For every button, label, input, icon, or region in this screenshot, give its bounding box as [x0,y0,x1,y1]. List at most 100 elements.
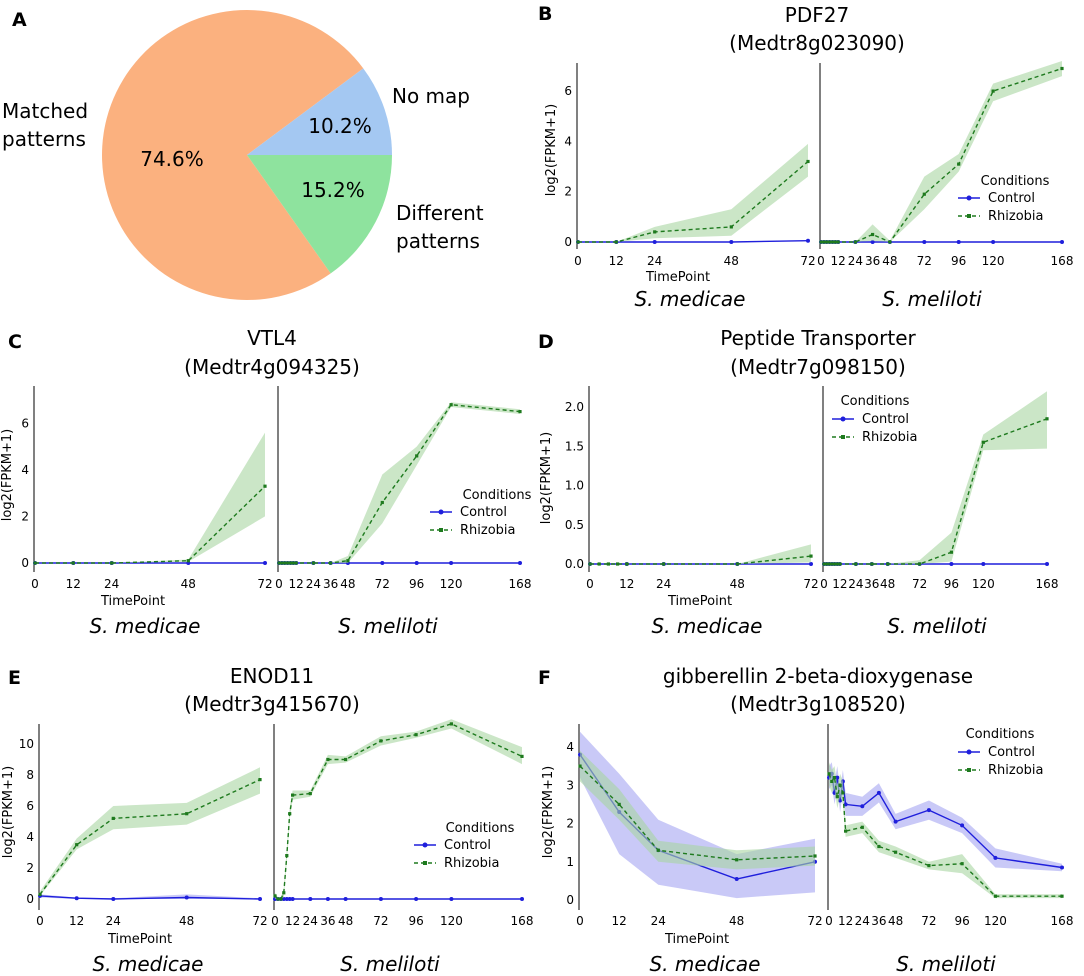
point-f-right-rhizobia-7 [860,825,864,829]
pie-chart [102,9,392,300]
pie-slice-different [247,155,392,274]
legend-d-rhizobia-marker [841,435,845,439]
panel-letter-a: A [12,9,27,31]
ytick-f-2: 2 [566,817,574,831]
legend-d-rhizobia-label: Rhizobia [862,430,918,445]
ytick-e-1: 2 [26,861,34,875]
point-e-left-rhizobia-0 [38,892,42,896]
legend-c-rhizobia-label: Rhizobia [460,523,516,538]
point-c-left-rhizobia-0 [33,561,37,565]
ytick-d-1: 0.5 [565,518,584,532]
point-e-right-rhizobia-0 [273,894,277,898]
xtick-c-right-3: 36 [323,577,338,591]
subplot-f-right: 0 12 24 36 48 72 96 120 168 [825,724,1073,928]
band-b-right-rhizobia [821,61,1062,242]
ytick-e-3: 6 [26,799,34,813]
line-e-right-rhizobia [274,723,523,900]
ytick-f-4: 4 [566,740,574,754]
xtick-b-left-3: 48 [724,254,739,268]
point-d-right-rhizobia-2 [827,562,831,566]
subplot-e-right: 0 12 24 36 48 72 96 120 168 [271,719,533,928]
xtick-f-right-3: 36 [871,914,886,928]
point-b-right-rhizobia-6 [836,240,840,244]
point-c-left-rhizobia-2 [110,561,114,565]
panel-d: D Peptide Transporter (Medtr7g098150) 0.… [538,326,1058,638]
point-c-right-control-11 [414,561,419,565]
line-d-right-rhizobia [824,418,1048,565]
point-c-left-rhizobia-1 [71,561,75,565]
point-c-right-rhizobia-6 [294,561,298,565]
xtick-d-left-0: 0 [586,577,594,591]
ytick-b-0: 0 [564,235,572,249]
xtick-e-right-1: 12 [285,914,300,928]
subplot-d-left: 0 12 24 48 72 [586,386,819,591]
xtick-e-right-2: 24 [303,914,318,928]
point-e-right-rhizobia-10 [379,739,383,743]
point-c-right-rhizobia-7 [311,561,315,565]
point-f-left-rhizobia-0 [578,764,582,768]
point-c-left-control-4 [263,561,267,565]
legend-c-control-marker [438,509,444,515]
band-e-left-rhizobia [40,767,260,896]
title-f-1: gibberellin 2-beta-dioxygenase [663,664,973,688]
xtick-f-right-4: 48 [888,914,903,928]
title-d-1: Peptide Transporter [720,326,916,350]
species-b-right: S. meliloti [882,287,982,311]
point-b-left-control-4 [806,238,810,243]
xtick-c-right-7: 120 [440,577,463,591]
xtick-f-left-0: 0 [576,914,584,928]
legend-e-title: Conditions [446,821,515,836]
xtick-b-right-2: 24 [848,254,863,268]
point-b-right-rhizobia-10 [922,192,926,196]
xtick-f-right-5: 72 [921,914,936,928]
point-e-left-control-3 [184,895,189,900]
ytick-c-3: 6 [21,416,29,430]
point-e-right-rhizobia-4 [285,854,289,858]
band-f-right-rhizobia [829,762,1062,899]
xlabel-b: TimePoint [645,270,710,285]
xtick-e-left-4: 72 [252,914,267,928]
species-b-left: S. medicae [634,287,745,311]
line-b-right-rhizobia [821,67,1063,243]
point-d-left-rhizobia-0 [588,562,592,566]
legend-f-control-label: Control [988,745,1035,760]
point-b-left-rhizobia-4 [806,159,810,164]
point-f-right-rhizobia-3 [835,795,839,799]
point-d-left-rhizobia-5 [662,562,666,566]
pie-pct-different: 15.2% [301,178,365,202]
xtick-c-left-3: 48 [181,577,196,591]
point-f-right-rhizobia-1 [830,779,834,783]
point-d-right-rhizobia-7 [854,562,858,566]
ytick-f-1: 1 [566,855,574,869]
title-e-2: (Medtr3g415670) [184,692,360,716]
pie-label-different-1: Different [396,201,484,225]
point-f-left-rhizobia-4 [813,854,817,858]
title-c-1: VTL4 [247,326,297,350]
xtick-b-left-1: 12 [609,254,624,268]
point-d-right-rhizobia-11 [949,550,953,554]
point-f-right-control-8 [876,790,881,795]
legend-d-control-marker [840,416,846,422]
legend-e-control-marker [422,842,428,848]
xtick-b-right-8: 168 [1051,254,1074,268]
point-b-left-rhizobia-2 [653,230,657,234]
point-d-right-rhizobia-10 [918,562,922,566]
pie-label-different-2: patterns [396,229,480,253]
xtick-d-left-3: 48 [730,577,745,591]
xlabel-f: TimePoint [664,932,729,947]
panel-letter-c: C [8,331,22,353]
xtick-d-right-4: 48 [880,577,895,591]
point-c-left-rhizobia-3 [186,559,190,563]
species-f-left: S. medicae [649,952,760,976]
point-b-left-rhizobia-1 [614,240,618,244]
point-d-right-control-13 [1045,562,1049,566]
point-f-right-control-12 [993,855,998,860]
point-b-right-rhizobia-3 [828,240,832,244]
xtick-d-left-4: 72 [803,577,818,591]
point-b-left-rhizobia-3 [729,225,733,229]
point-d-right-rhizobia-0 [822,562,826,566]
point-f-left-rhizobia-1 [617,802,621,806]
subplot-c-right: 0 12 24 36 48 72 96 120 168 [275,386,531,591]
